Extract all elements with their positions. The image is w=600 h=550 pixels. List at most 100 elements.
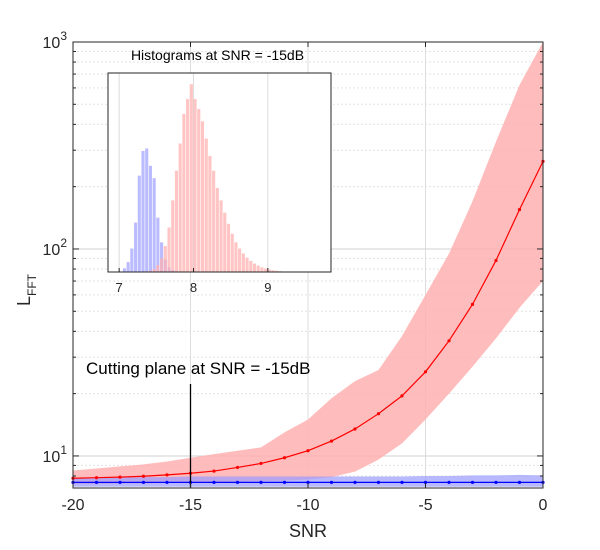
y-axis-label-subscript: FFT	[25, 273, 39, 296]
red-histogram-bar	[182, 113, 186, 273]
red-histogram-bar	[264, 268, 268, 272]
blue-histogram-bar	[145, 148, 149, 272]
red-histogram-bar	[234, 242, 238, 272]
x-tick-label: -5	[418, 497, 432, 514]
y-tick-label: 103	[43, 29, 68, 52]
red-median-point	[423, 370, 428, 374]
red-histogram-bar	[178, 143, 182, 272]
y-tick-exponent: 2	[60, 236, 67, 250]
red-histogram-bar	[152, 269, 156, 272]
blue-median-point	[306, 480, 310, 484]
blue-histogram-bar	[152, 178, 156, 272]
inset-x-tick-label: 9	[264, 280, 271, 295]
y-tick-base: 10	[43, 242, 61, 259]
blue-median-point	[329, 480, 334, 484]
inset-bars	[122, 84, 290, 273]
y-axis-label: LFFT	[14, 273, 39, 306]
blue-median-point	[494, 480, 498, 484]
blue-median-point	[282, 480, 287, 484]
red-histogram-bar	[200, 121, 205, 272]
red-median-point	[259, 461, 263, 466]
inset-x-tick-label: 8	[190, 280, 197, 295]
red-histogram-bar	[241, 253, 245, 272]
red-histogram-bar	[212, 170, 216, 272]
blue-median-point	[353, 480, 357, 484]
blue-histogram-bar	[134, 222, 138, 272]
red-median-point	[329, 439, 334, 443]
blue-median-point	[259, 480, 263, 484]
blue-histogram-bar	[160, 242, 164, 272]
y-tick-base: 10	[43, 35, 61, 52]
red-histogram-bar	[193, 99, 197, 272]
red-median-point	[376, 412, 381, 416]
blue-histogram-bar	[148, 165, 152, 272]
blue-median-point	[517, 480, 522, 484]
red-histogram-bar	[197, 108, 201, 272]
red-median-point	[141, 474, 146, 478]
red-median-point	[400, 394, 404, 398]
red-histogram-bar	[238, 248, 242, 272]
red-histogram-bar	[230, 233, 234, 272]
red-histogram-bar	[186, 99, 190, 272]
red-band	[73, 42, 543, 485]
y-tick-exponent: 1	[60, 443, 67, 457]
red-histogram-bar	[256, 265, 260, 272]
x-axis-label: SNR	[289, 521, 327, 541]
red-median-point	[165, 473, 169, 477]
red-histogram-bar	[226, 223, 231, 272]
red-histogram-bar	[174, 170, 179, 272]
blue-median-point	[212, 480, 216, 484]
y-axis-label-main: L	[14, 296, 34, 306]
blue-median-point	[118, 480, 122, 484]
red-median-point	[494, 258, 498, 263]
red-histogram-bar	[249, 260, 253, 272]
x-tick-label: 0	[539, 497, 548, 514]
y-tick-label: 101	[43, 443, 68, 466]
blue-median-point	[470, 480, 475, 484]
red-median-point	[517, 207, 522, 212]
red-histogram-bar	[160, 258, 164, 272]
red-histogram-bar	[189, 84, 193, 272]
blue-histogram-bar	[130, 248, 134, 272]
cutting-plane-label: Cutting plane at SNR = -15dB	[86, 359, 310, 378]
red-histogram-bar	[223, 212, 227, 272]
red-median-point	[447, 339, 451, 343]
red-median-point	[282, 456, 287, 460]
red-median-point	[118, 475, 122, 479]
red-median-point	[470, 302, 475, 306]
red-histogram-bar	[156, 265, 160, 272]
x-tick-label: -20	[61, 497, 84, 514]
blue-histogram-bar	[126, 262, 130, 272]
red-median-point	[212, 469, 216, 473]
blue-median-point	[447, 480, 451, 484]
red-histogram-bar	[215, 188, 219, 272]
inset-frame	[107, 72, 332, 273]
red-histogram-bar	[208, 155, 212, 272]
red-histogram-bar	[271, 270, 275, 272]
inset-x-tick-label: 7	[116, 280, 123, 295]
red-histogram-bar	[204, 138, 208, 272]
cutting-plane: Cutting plane at SNR = -15dB	[86, 359, 310, 488]
blue-histogram-bar	[137, 175, 141, 272]
blue-histogram-bar	[122, 268, 126, 272]
red-histogram-bar	[171, 200, 175, 272]
blue-median-point	[141, 480, 146, 484]
red-histogram-bar	[267, 269, 271, 272]
red-histogram-bar	[148, 270, 152, 272]
blue-median-point	[376, 480, 381, 484]
blue-median-point	[165, 480, 169, 484]
red-median-point	[235, 465, 240, 470]
red-histogram-bar	[260, 267, 264, 272]
blue-median-point	[235, 480, 240, 484]
red-median-point	[306, 449, 310, 453]
red-histogram-bar	[275, 270, 279, 272]
y-tick-base: 10	[43, 449, 61, 466]
inset-title: Histograms at SNR = -15dB	[131, 47, 304, 63]
y-tick-exponent: 3	[60, 29, 67, 43]
red-histogram-bar	[163, 246, 167, 272]
blue-histogram-bar	[141, 150, 145, 272]
blue-median-point	[94, 480, 99, 484]
blue-median-point	[423, 480, 428, 484]
